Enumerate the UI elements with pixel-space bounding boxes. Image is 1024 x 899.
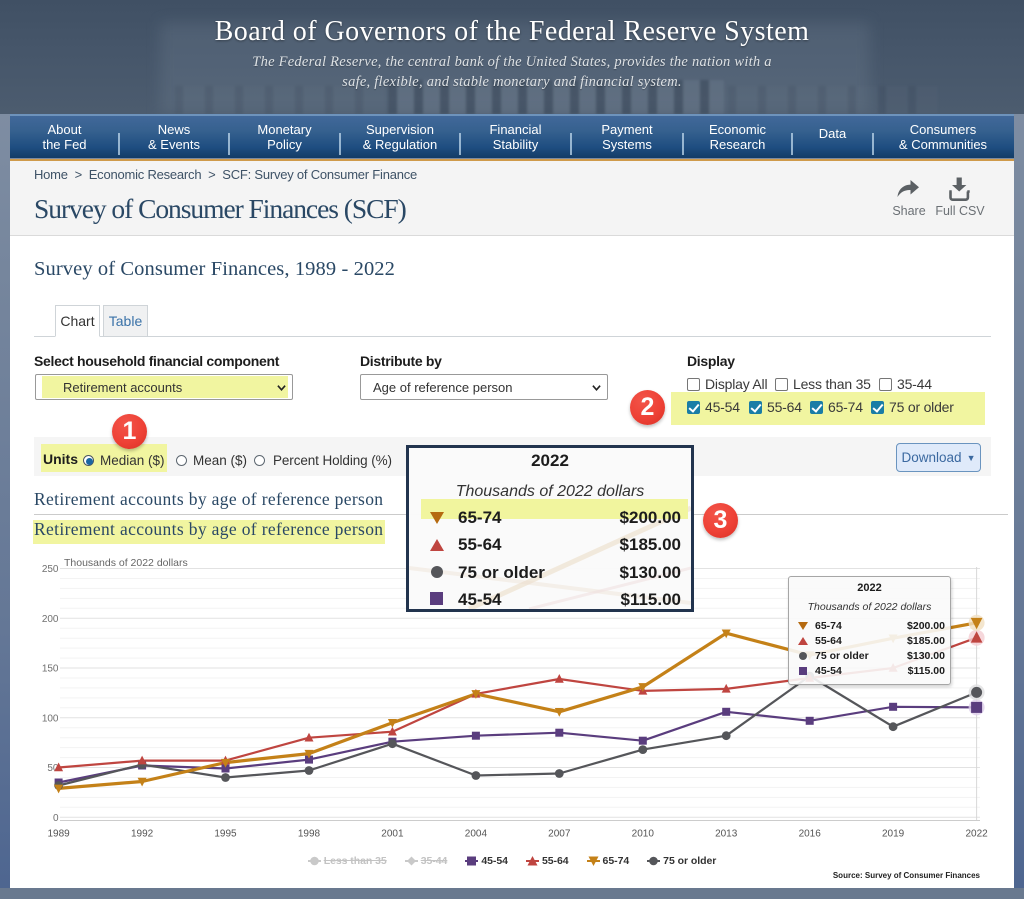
svg-text:2016: 2016 bbox=[799, 829, 822, 840]
svg-text:200: 200 bbox=[42, 614, 59, 625]
svg-text:2019: 2019 bbox=[882, 829, 905, 840]
svg-text:50: 50 bbox=[47, 763, 59, 774]
svg-text:2001: 2001 bbox=[381, 829, 404, 840]
svg-text:1989: 1989 bbox=[47, 829, 70, 840]
svg-text:2022: 2022 bbox=[965, 829, 988, 840]
svg-text:Thousands of 2022 dollars: Thousands of 2022 dollars bbox=[64, 557, 188, 569]
svg-text:2007: 2007 bbox=[548, 829, 571, 840]
svg-text:1995: 1995 bbox=[214, 829, 237, 840]
svg-text:0: 0 bbox=[53, 813, 59, 824]
svg-text:2004: 2004 bbox=[465, 829, 488, 840]
svg-text:150: 150 bbox=[42, 664, 59, 675]
svg-text:100: 100 bbox=[42, 713, 59, 724]
svg-text:2013: 2013 bbox=[715, 829, 738, 840]
svg-text:1998: 1998 bbox=[298, 829, 321, 840]
svg-text:250: 250 bbox=[42, 564, 59, 575]
svg-text:2010: 2010 bbox=[632, 829, 655, 840]
svg-text:1992: 1992 bbox=[131, 829, 154, 840]
